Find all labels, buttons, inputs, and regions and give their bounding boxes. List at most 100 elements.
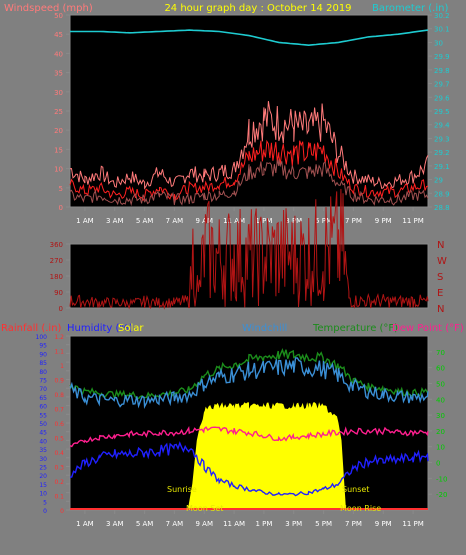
- x-tick-label: 11 PM: [402, 217, 423, 225]
- rainfall-y-ticks: 0 0.1 0.2 0.3 0.4 0.5 0.6 0.7 0.8 0.9 1 1.1 1.2: [54, 334, 64, 515]
- moonset-label: Moon Set: [186, 504, 223, 513]
- dewpoint-legend: Dew Point (°F): [392, 323, 464, 334]
- temperature-y-tick-label: 30: [436, 412, 445, 420]
- rainfall-y-tick-label: 0.5: [54, 436, 64, 443]
- x-axis-labels-top: 1 AM 3 AM 5 AM 7 AM 9 AM 11 AM 1 PM 3 PM 5 PM 7 P…: [76, 207, 424, 225]
- temperature-line: [69, 348, 429, 400]
- x-tick-label: 7 AM: [166, 520, 184, 528]
- wind-y-tick-label: 10: [54, 166, 63, 174]
- x-tick-label: 3 AM: [106, 217, 124, 225]
- humidity-y-tick-label: 45: [39, 430, 47, 437]
- x-tick-label: 7 PM: [345, 217, 362, 225]
- humidity-y-tick-label: 95: [39, 343, 47, 350]
- direction-y-tick-label: 0: [59, 305, 63, 313]
- barometer-axis-label: Barometer (.in): [372, 3, 448, 14]
- windchill-legend: Windchill: [242, 323, 287, 334]
- wind-y-tick-label: 40: [54, 50, 63, 58]
- barometer-y-tick-label: 29.2: [434, 149, 450, 157]
- x-tick-label: 1 PM: [255, 217, 272, 225]
- compass-label: S: [437, 272, 443, 283]
- windspeed-avg-line: [69, 139, 429, 202]
- rainfall-legend: Rainfall (.in): [1, 323, 62, 334]
- barometer-y-tick-label: 29.4: [434, 122, 450, 130]
- x-tick-label: 5 PM: [315, 520, 332, 528]
- x-tick-label: 3 PM: [285, 217, 302, 225]
- wind-y-tick-label: 25: [54, 108, 63, 116]
- barometer-y-tick-label: 28.8: [434, 204, 450, 212]
- temperature-legend: Temperature (°F): [312, 323, 398, 334]
- rainfall-y-tick-label: 0: [60, 508, 64, 515]
- temperature-y-tick-label: 60: [436, 365, 445, 373]
- x-tick-label: 3 AM: [106, 520, 124, 528]
- temperature-y-tick-label: -10: [436, 475, 447, 483]
- humidity-y-tick-label: 35: [39, 447, 47, 454]
- windchill-line: [69, 357, 429, 410]
- x-tick-label: 9 PM: [375, 520, 392, 528]
- direction-plot: [69, 188, 429, 310]
- x-tick-label: 7 AM: [166, 217, 184, 225]
- rainfall-y-tick-label: 0.7: [54, 407, 64, 414]
- barometer-line: [70, 29, 429, 47]
- rainfall-y-tick-label: 0.9: [54, 378, 64, 385]
- x-tick-label: 1 AM: [76, 520, 94, 528]
- x-tick-label: 1 PM: [255, 520, 272, 528]
- temperature-y-tick-label: 70: [436, 349, 445, 357]
- temperature-y-tick-label: 50: [436, 380, 445, 388]
- x-tick-label: 1 AM: [76, 217, 94, 225]
- humidity-y-tick-label: 20: [39, 473, 47, 480]
- humidity-y-tick-label: 100: [36, 334, 48, 341]
- humidity-y-tick-label: 65: [39, 395, 47, 402]
- rainfall-y-tick-label: 0.4: [54, 450, 64, 457]
- barometer-y-tick-label: 30: [434, 39, 443, 47]
- windspeed-axis-label: Windspeed (mph): [4, 3, 93, 14]
- x-tick-label: 11 PM: [402, 520, 423, 528]
- rainfall-y-tick-label: 1.2: [54, 334, 64, 341]
- humidity-y-tick-label: 0: [43, 508, 47, 515]
- humidity-y-tick-label: 10: [39, 491, 47, 498]
- sunrise-label: Sunrise: [167, 485, 197, 494]
- humidity-y-tick-label: 75: [39, 378, 47, 385]
- wind-y-tick-label: 35: [54, 70, 63, 78]
- wind-y-tick-label: 50: [54, 12, 63, 20]
- solar-legend: Solar: [118, 323, 144, 334]
- rainfall-y-tick-label: 0.2: [54, 479, 64, 486]
- barometer-y-tick-label: 30.1: [434, 26, 450, 34]
- humidity-legend: Humidity (%): [67, 323, 133, 334]
- graph-title: 24 hour graph day : October 14 2019: [164, 3, 351, 14]
- barometer-y-tick-label: 29.7: [434, 81, 450, 89]
- compass-label: W: [437, 256, 447, 267]
- barometer-y-tick-label: 29.6: [434, 94, 450, 102]
- barometer-y-tick-label: 29.8: [434, 67, 450, 75]
- rainfall-y-tick-label: 1.1: [54, 349, 64, 356]
- rainfall-y-tick-label: 0.6: [54, 421, 64, 428]
- x-tick-label: 11 AM: [223, 520, 245, 528]
- direction-y-tick-label: 90: [54, 289, 63, 297]
- temp-plot: [69, 348, 429, 510]
- temperature-y-tick-label: -20: [436, 491, 447, 499]
- x-tick-label: 5 PM: [315, 217, 332, 225]
- sunset-label: Sunset: [342, 485, 369, 494]
- direction-y-tick-label: 270: [50, 257, 63, 265]
- x-tick-label: 9 AM: [195, 217, 213, 225]
- windspeed-gust-line: [69, 101, 429, 190]
- humidity-y-tick-label: 15: [39, 482, 47, 489]
- temperature-y-tick-label: 0: [436, 460, 440, 468]
- barometer-y-tick-label: 29.1: [434, 163, 450, 171]
- wind-y-tick-label: 5: [59, 185, 63, 193]
- barometer-y-tick-label: 29.5: [434, 108, 450, 116]
- wind-y-tick-label: 30: [54, 89, 63, 97]
- direction-y-ticks: 0 90 180 270 360: [50, 241, 70, 313]
- humidity-y-tick-label: 55: [39, 412, 47, 419]
- humidity-y-tick-label: 70: [39, 386, 47, 393]
- x-axis-labels-bottom: 1 AM 3 AM 5 AM 7 AM 9 AM 11 AM 1 PM 3 PM 5 PM 7 P…: [76, 510, 424, 528]
- compass-label: E: [437, 288, 443, 299]
- x-tick-label: 7 PM: [345, 520, 362, 528]
- humidity-y-tick-label: 80: [39, 369, 47, 376]
- x-tick-label: 5 AM: [136, 217, 154, 225]
- humidity-y-tick-label: 30: [39, 456, 47, 463]
- barometer-y-tick-label: 30.2: [434, 12, 450, 20]
- rainfall-y-tick-label: 0.8: [54, 392, 64, 399]
- wind-plot: [69, 29, 429, 207]
- wind-y-tick-label: 45: [54, 31, 63, 39]
